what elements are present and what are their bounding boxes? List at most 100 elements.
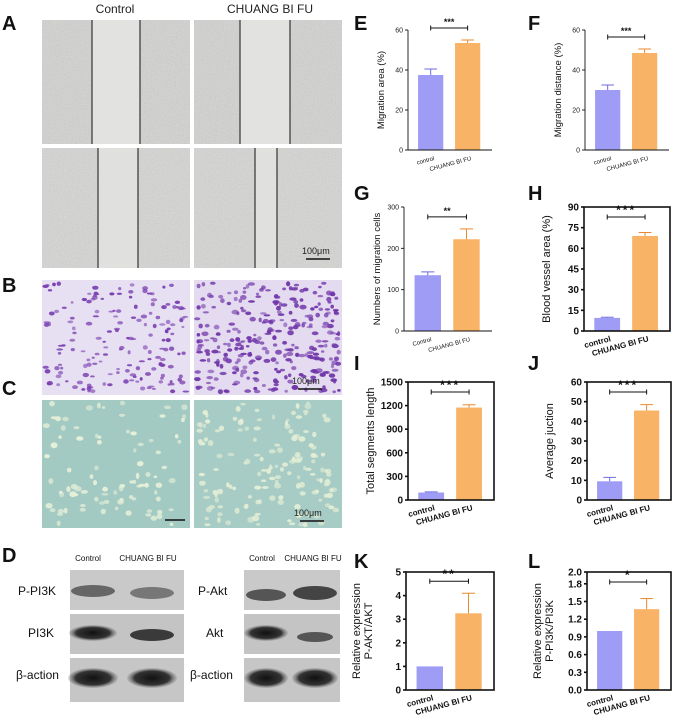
- cell-dot: [239, 418, 244, 425]
- cell-dot: [266, 468, 272, 474]
- cell-dot: [56, 281, 61, 286]
- x-category-label: control: [593, 156, 612, 166]
- cell-dot: [42, 284, 49, 288]
- cell-dot: [238, 340, 245, 344]
- blot-right-lane-control: Control: [249, 554, 275, 563]
- bar-treatment: [634, 410, 660, 500]
- y-tick-label: 200: [387, 246, 399, 253]
- cell-dot: [74, 486, 82, 492]
- cell-dot: [126, 336, 130, 340]
- bar-control: [595, 90, 621, 150]
- plot-frame: [405, 571, 495, 691]
- cell-dot: [145, 513, 152, 517]
- y-tick-label: 1: [395, 662, 401, 673]
- cell-dot: [177, 306, 184, 311]
- cell-dot: [334, 356, 339, 362]
- cell-dot: [303, 412, 308, 416]
- cell-dot: [174, 300, 181, 304]
- cell-dot: [320, 452, 326, 457]
- y-tick-label: 20: [572, 108, 580, 115]
- cell-dot: [232, 371, 237, 375]
- cell-dot: [206, 376, 213, 380]
- cell-dot: [116, 367, 120, 371]
- panel-b-images: 100μm: [42, 280, 342, 395]
- y-tick-label: 10: [571, 476, 583, 487]
- cell-dot: [287, 330, 294, 336]
- cell-dot: [325, 311, 331, 315]
- cell-dot: [277, 447, 283, 453]
- cell-dot: [69, 338, 76, 342]
- cell-dot: [181, 417, 185, 423]
- cell-dot: [59, 490, 63, 494]
- cell-dot: [254, 408, 260, 413]
- cell-dot: [263, 314, 271, 317]
- y-tick-label: 0: [573, 327, 579, 338]
- cell-dot: [72, 331, 77, 335]
- cell-dot: [288, 373, 292, 378]
- cell-dot: [291, 385, 299, 390]
- y-tick-label: 30: [571, 437, 583, 448]
- cell-dot: [123, 379, 129, 384]
- cell-dot: [212, 490, 218, 495]
- cell-dot: [288, 429, 294, 434]
- cell-dot: [281, 303, 288, 307]
- cell-dot: [182, 414, 187, 419]
- cell-dot: [294, 504, 301, 510]
- cell-dot: [155, 482, 163, 488]
- x-category-label: CHUANG BI FU: [428, 337, 471, 354]
- cell-dot: [181, 404, 188, 411]
- cell-dot: [150, 515, 158, 521]
- y-axis-label: Average juction: [544, 403, 556, 479]
- cell-dot: [259, 456, 264, 462]
- cell-dot: [311, 459, 316, 464]
- cell-dot: [135, 380, 140, 383]
- y-axis-label: Blood vessel area (%): [541, 215, 553, 323]
- panel-label-b: B: [2, 275, 16, 297]
- cell-dot: [195, 386, 201, 390]
- cell-dot: [161, 465, 168, 470]
- cell-dot: [143, 322, 147, 327]
- cell-dot: [94, 352, 100, 356]
- cell-dot: [212, 337, 218, 343]
- cell-dot: [168, 508, 174, 512]
- cell-dot: [56, 383, 61, 387]
- cell-dot: [285, 358, 292, 362]
- cell-dot: [181, 351, 186, 355]
- cell-dot: [116, 292, 122, 295]
- cell-dot: [254, 512, 261, 516]
- cell-dot: [86, 386, 94, 389]
- cell-dot: [203, 339, 210, 342]
- cell-dot: [227, 342, 231, 348]
- scratch-image-treated-24h: [194, 148, 342, 268]
- cell-dot: [83, 363, 88, 369]
- cell-dot: [327, 323, 334, 329]
- cell-dot: [92, 480, 98, 486]
- cell-dot: [165, 338, 171, 343]
- cell-dot: [204, 349, 210, 353]
- cell-dot: [305, 379, 311, 383]
- bar-control: [597, 631, 623, 690]
- cell-dot: [256, 523, 261, 526]
- cell-dot: [279, 467, 285, 472]
- cell-dot: [137, 442, 144, 447]
- cell-dot: [218, 294, 224, 299]
- cell-dot: [109, 292, 115, 296]
- cell-dot: [94, 465, 99, 471]
- cell-dot: [327, 301, 332, 304]
- cell-dot: [295, 513, 303, 518]
- cell-dot: [204, 516, 209, 521]
- bar-treatment: [455, 43, 481, 150]
- scale-bar-label-c: 100μm: [294, 508, 322, 518]
- cell-dot: [261, 384, 266, 387]
- cell-dot: [151, 367, 157, 371]
- blot-left-row-actin: β-action: [16, 668, 59, 682]
- cell-dot: [303, 430, 309, 434]
- cell-dot: [227, 348, 233, 352]
- y-tick-label: 40: [572, 68, 580, 75]
- cell-dot: [44, 369, 51, 374]
- cell-dot: [321, 340, 329, 343]
- cell-dot: [100, 297, 105, 300]
- y-tick-label: 50: [571, 397, 583, 408]
